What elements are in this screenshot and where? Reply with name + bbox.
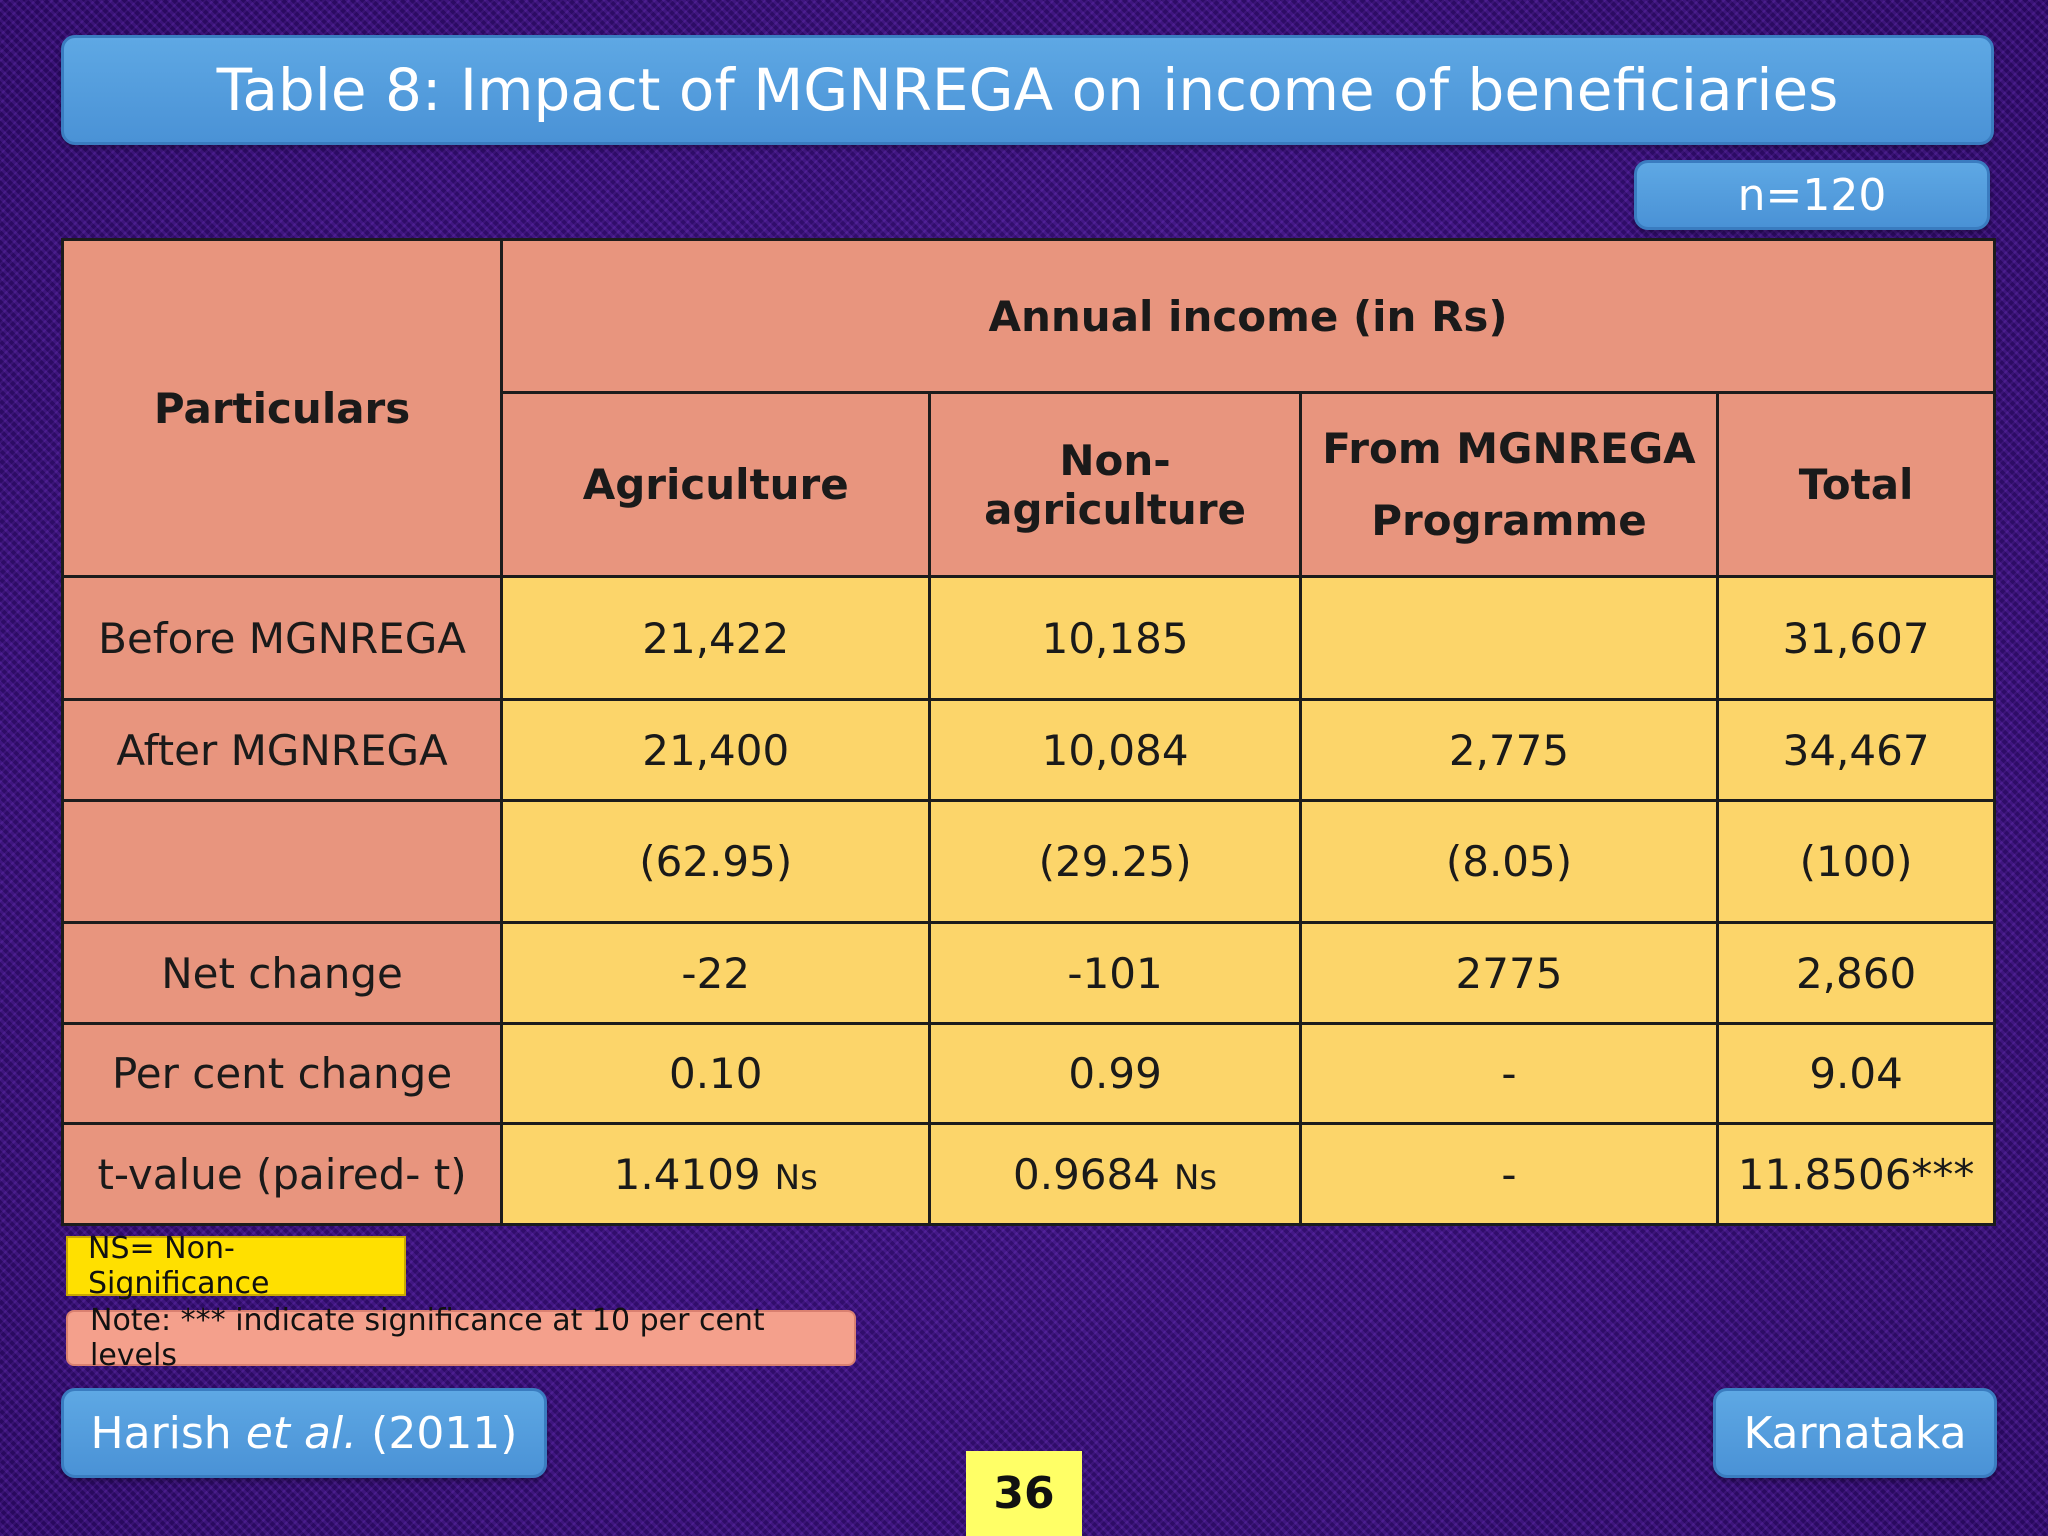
row-label: t-value (paired- t)	[60, 1122, 504, 1226]
table-cell: -	[1298, 1022, 1720, 1125]
col-mgnrega: From MGNREGA Programme	[1298, 391, 1720, 578]
table-cell: 21,400	[500, 698, 932, 802]
table-cell: 1.4109 Ns	[500, 1122, 932, 1226]
table-row: Before MGNREGA 21,422 10,185 31,607	[60, 575, 1996, 701]
row-label: Before MGNREGA	[60, 575, 504, 701]
table-cell: 0.10	[500, 1022, 932, 1125]
citation-author: Harish	[90, 1407, 246, 1459]
table-row: After MGNREGA 21,400 10,084 2,775 34,467	[60, 698, 1996, 802]
table-cell: -	[1298, 1122, 1720, 1226]
table-cell: 34,467	[1716, 698, 1996, 802]
table-cell: -22	[500, 921, 932, 1025]
table-cell: 10,084	[928, 698, 1302, 802]
citation-badge: Harish et al. (2011)	[61, 1388, 547, 1478]
t-value: 0.9684	[1013, 1149, 1160, 1199]
col-non-agriculture: Non-agriculture	[928, 391, 1302, 578]
table-cell: 2,860	[1716, 921, 1996, 1025]
table-cell: 2,775	[1298, 698, 1720, 802]
row-label: After MGNREGA	[60, 698, 504, 802]
income-table: Particulars Annual income (in Rs) Agricu…	[60, 238, 1996, 1226]
table-row: Per cent change 0.10 0.99 - 9.04	[60, 1022, 1996, 1125]
table-row: t-value (paired- t) 1.4109 Ns 0.9684 Ns - …	[60, 1122, 1996, 1226]
ns-mark: Ns	[774, 1157, 818, 1198]
annual-income-header: Annual income (in Rs)	[500, 238, 1996, 394]
t-value: 1.4109	[613, 1149, 761, 1199]
table-cell: (8.05)	[1298, 799, 1720, 924]
table-cell: 31,607	[1716, 575, 1996, 701]
significance-note: Note: *** indicate significance at 10 pe…	[66, 1303, 856, 1373]
citation-etal: et al.	[245, 1407, 358, 1459]
row-label	[60, 799, 504, 924]
table-row: (62.95) (29.25) (8.05) (100)	[60, 799, 1996, 924]
row-label: Net change	[60, 921, 504, 1025]
table-cell: (62.95)	[500, 799, 932, 924]
particulars-header: Particulars	[60, 238, 504, 578]
ns-legend: NS= Non-Significance	[66, 1231, 406, 1301]
table-cell: 0.9684 Ns	[928, 1122, 1302, 1226]
region-badge: Karnataka	[1713, 1388, 1997, 1478]
slide-number: 36	[966, 1451, 1082, 1536]
ns-mark: Ns	[1173, 1157, 1218, 1198]
slide-title: Table 8: Impact of MGNREGA on income of …	[61, 35, 1994, 145]
table-cell: 21,422	[500, 575, 932, 701]
table-cell: (100)	[1716, 799, 1996, 924]
table-cell: 2775	[1298, 921, 1720, 1025]
table-cell: 9.04	[1716, 1022, 1996, 1125]
table-cell	[1298, 575, 1720, 701]
sample-size-badge: n=120	[1634, 160, 1990, 230]
table-cell: -101	[928, 921, 1302, 1025]
row-label: Per cent change	[60, 1022, 504, 1125]
col-agriculture: Agriculture	[500, 391, 932, 578]
table-cell: 10,185	[928, 575, 1302, 701]
citation-year: (2011)	[357, 1407, 518, 1459]
table-cell: (29.25)	[928, 799, 1302, 924]
table-cell: 11.8506***	[1716, 1122, 1996, 1226]
table-cell: 0.99	[928, 1022, 1302, 1125]
col-total: Total	[1716, 391, 1996, 578]
table-row: Net change -22 -101 2775 2,860	[60, 921, 1996, 1025]
